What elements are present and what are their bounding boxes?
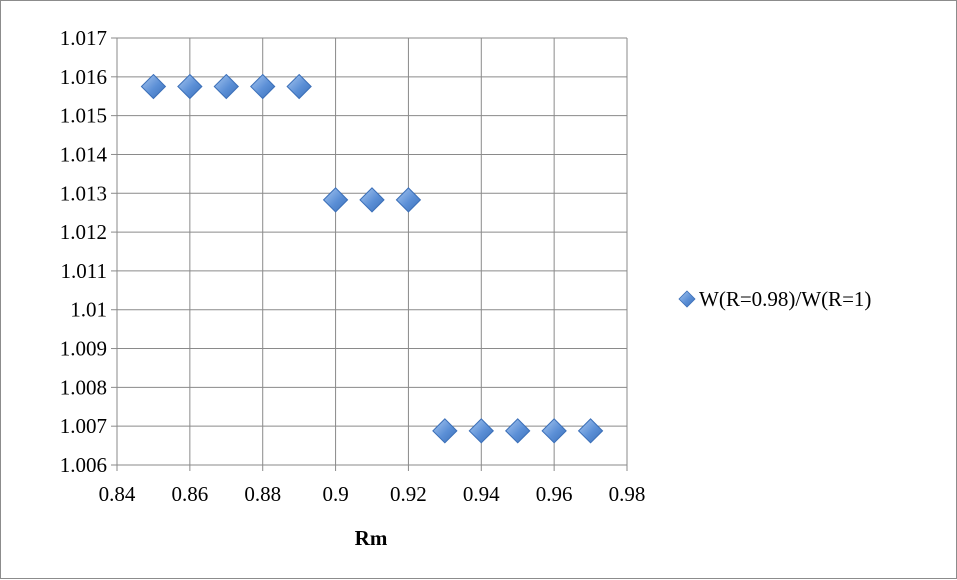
data-point (432, 418, 458, 444)
x-tick-label: 0.96 (536, 482, 573, 506)
y-tick-label: 1.013 (60, 181, 107, 205)
x-tick-label: 0.98 (609, 482, 646, 506)
data-point (505, 418, 531, 444)
y-tick-label: 1.009 (60, 337, 107, 361)
axes: 0.84 0.86 0.88 0.9 0.92 0.94 0.96 0.98 1.006 1.00… (60, 26, 646, 506)
data-point (577, 418, 604, 444)
data-point (140, 73, 167, 100)
legend-label: W(R=0.98)/W(R=1) (699, 287, 871, 311)
data-point (322, 187, 349, 213)
data-points (140, 73, 604, 444)
x-tick-label: 0.88 (244, 482, 281, 506)
y-tick-label: 1.007 (60, 414, 107, 438)
data-point (541, 418, 567, 444)
data-point (468, 418, 494, 444)
x-tick-label: 0.84 (99, 482, 136, 506)
y-tick-label: 1.016 (60, 65, 107, 89)
x-tick-label: 0.94 (463, 482, 500, 506)
x-tick-label: 0.86 (171, 482, 208, 506)
data-point (359, 187, 385, 213)
y-tick-label: 1.017 (60, 26, 107, 50)
y-tick-label: 1.01 (70, 298, 107, 322)
gridlines (116, 37, 628, 466)
data-point (213, 73, 239, 100)
legend-diamond-icon (678, 290, 696, 308)
y-tick-label: 1.015 (60, 104, 107, 128)
data-point (286, 73, 312, 100)
legend: W(R=0.98)/W(R=1) (678, 287, 871, 311)
data-point (177, 73, 203, 100)
y-tick-label: 1.008 (60, 375, 107, 399)
data-point (395, 187, 422, 213)
x-axis-title: Rm (355, 526, 388, 550)
y-tick-label: 1.006 (60, 453, 107, 477)
x-tick-label: 0.92 (390, 482, 427, 506)
data-point (250, 73, 276, 100)
y-tick-label: 1.012 (60, 220, 107, 244)
y-tick-label: 1.014 (60, 142, 108, 166)
x-tick-label: 0.9 (322, 482, 348, 506)
y-tick-label: 1.011 (61, 259, 107, 283)
